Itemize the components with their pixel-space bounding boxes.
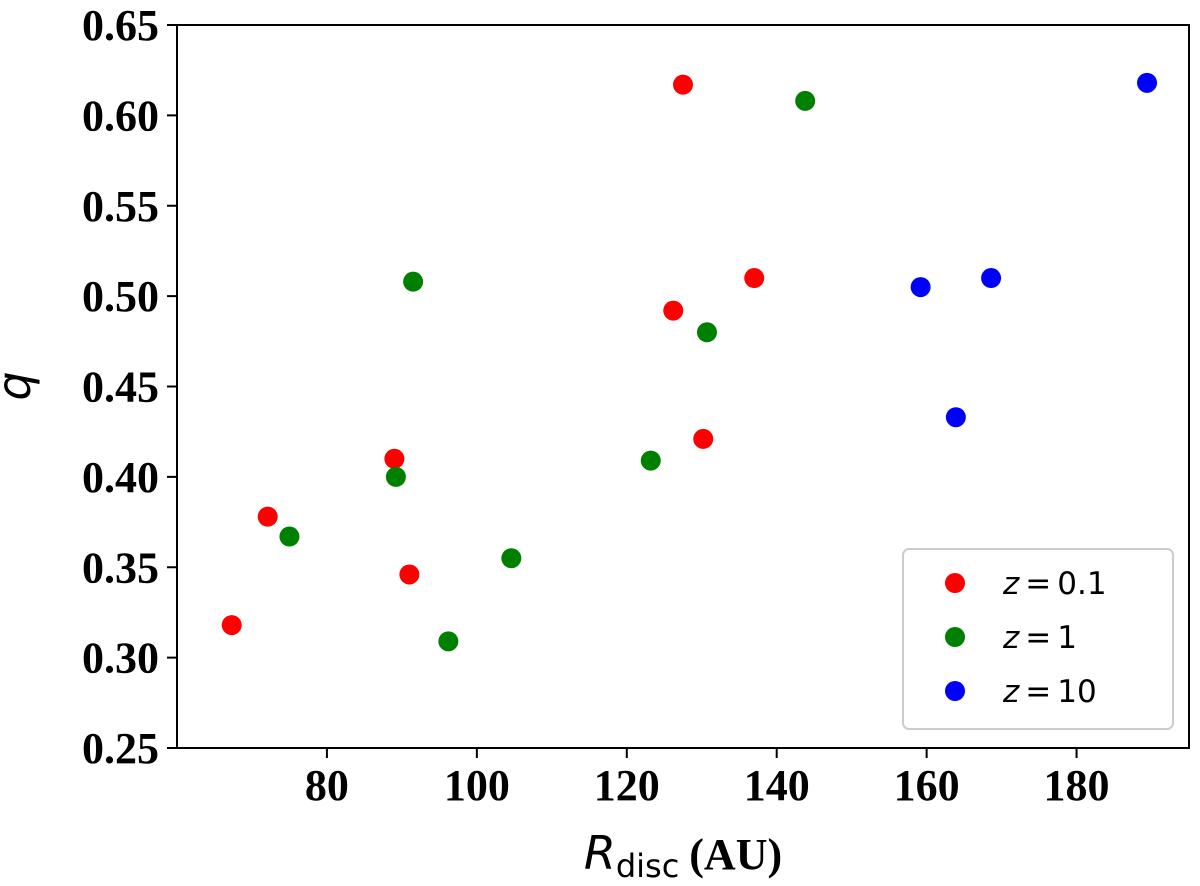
- y-tick-label: 0.45: [82, 363, 159, 412]
- x-axis-label: Rdisc (AU): [584, 826, 782, 885]
- data-point-series-2: [910, 277, 931, 298]
- legend-label-series-2: z = 10: [1002, 674, 1097, 710]
- legend: z = 0.1 z = 1 z = 10: [902, 548, 1174, 730]
- legend-label-series-1: z = 1: [1002, 620, 1077, 656]
- data-point-series-0: [693, 428, 714, 449]
- legend-box: [902, 548, 1174, 730]
- data-point-series-2: [981, 268, 1002, 289]
- x-tick-label: 80: [305, 761, 349, 810]
- y-tick-label: 0.35: [82, 543, 159, 592]
- y-tick-label: 0.40: [82, 453, 159, 502]
- x-tick-label: 180: [1044, 761, 1110, 810]
- x-axis: 80 100 120 140 160 180: [305, 748, 1110, 810]
- data-point-series-1: [696, 322, 717, 343]
- data-point-series-1: [501, 548, 522, 569]
- x-axis-label-subscript: disc: [616, 847, 679, 885]
- data-point-series-0: [673, 74, 693, 95]
- data-point-series-1: [279, 526, 300, 547]
- y-tick-label: 0.65: [82, 1, 159, 50]
- data-point-series-0: [744, 268, 765, 289]
- data-point-series-1: [640, 450, 661, 471]
- y-tick-label: 0.25: [82, 724, 159, 773]
- x-tick-label: 140: [744, 761, 810, 810]
- y-tick-label: 0.60: [82, 91, 159, 140]
- x-axis-label-unit: (AU): [689, 830, 782, 879]
- y-axis-label: q: [0, 371, 41, 400]
- y-tick-label: 0.50: [82, 272, 159, 321]
- y-tick-label: 0.55: [82, 182, 159, 231]
- data-point-series-0: [399, 564, 420, 585]
- data-point-series-1: [438, 631, 459, 652]
- data-points: [221, 72, 1158, 652]
- legend-marker-series-0: [945, 573, 965, 593]
- data-point-series-0: [663, 300, 684, 321]
- legend-marker-series-1: [945, 627, 965, 647]
- legend-label-series-0: z = 0.1: [1002, 566, 1107, 602]
- data-point-series-0: [384, 448, 405, 469]
- x-tick-label: 160: [894, 761, 960, 810]
- y-tick-label: 0.30: [82, 634, 159, 683]
- x-axis-label-symbol: R: [584, 826, 616, 880]
- legend-marker-series-2: [945, 681, 965, 701]
- data-point-series-2: [945, 407, 966, 428]
- data-point-series-0: [257, 506, 278, 527]
- data-point-series-1: [385, 466, 406, 487]
- x-tick-label: 100: [444, 761, 510, 810]
- y-axis: 0.25 0.30 0.35 0.40 0.45 0.50 0.55 0.60 0.65: [82, 1, 177, 773]
- data-point-series-0: [221, 615, 242, 636]
- data-point-series-1: [403, 271, 424, 292]
- data-point-series-1: [795, 90, 816, 111]
- x-tick-label: 120: [594, 761, 660, 810]
- data-point-series-2: [1137, 72, 1158, 93]
